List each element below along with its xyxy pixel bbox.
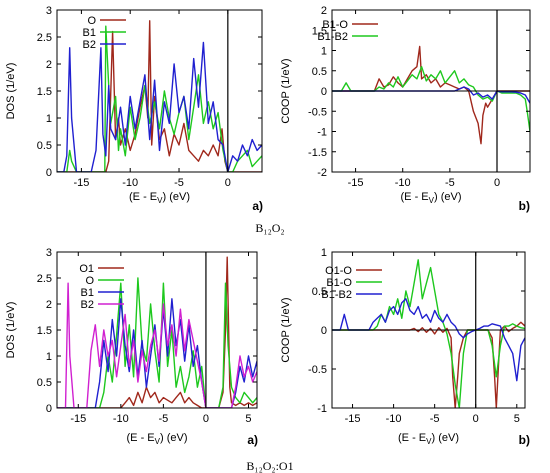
y-tick-label: 0 <box>46 167 52 179</box>
bottom-caption: B₁₂O₂:O1 <box>246 459 293 473</box>
x-tick-label: -15 <box>348 177 364 189</box>
y-tick-label: 1 <box>321 247 327 259</box>
y-tick-label: -1 <box>317 127 327 139</box>
top-caption: B₁₂O₂ <box>255 221 284 235</box>
legend-label: O <box>87 15 96 27</box>
y-axis-label: DOS (1/eV) <box>5 302 17 359</box>
x-tick-label: -15 <box>345 413 361 425</box>
y-tick-label: 1.5 <box>312 25 327 37</box>
x-tick-label: -10 <box>386 413 402 425</box>
legend-label: O1 <box>79 263 94 275</box>
x-tick-label: -10 <box>122 177 138 189</box>
y-tick-label: 1 <box>46 351 52 363</box>
legend-label: B1 <box>81 287 94 299</box>
series-line-b2 <box>57 41 262 172</box>
y-tick-label: 1.5 <box>37 86 52 98</box>
y-tick-label: -0.5 <box>308 106 327 118</box>
y-tick-label: 2 <box>321 5 327 17</box>
x-tick-label: 0 <box>494 177 500 189</box>
chart-panel-3: -1 -0.5 0 0.5 1 -15 -10 -5 0 5 COOP (1/eV) (E - EV)… <box>280 247 530 447</box>
x-axis-label: (E - EV) (eV) <box>401 191 462 205</box>
y-axis-label: COOP (1/eV) <box>280 58 292 123</box>
series-line-b2 <box>57 282 257 408</box>
y-tick-label: -1 <box>317 403 327 415</box>
x-axis-label: (E - EV) (eV) <box>129 191 190 205</box>
x-tick-label: -15 <box>73 177 89 189</box>
legend-label: B1 <box>83 27 96 39</box>
x-tick-label: 0 <box>203 413 209 425</box>
series-line-b1-b2 <box>332 298 525 382</box>
legend-label: B2 <box>83 39 96 51</box>
y-tick-label: 2.5 <box>37 273 52 285</box>
y-tick-label: 1 <box>321 46 327 58</box>
y-tick-label: -1.5 <box>308 147 327 159</box>
series-line-b1 <box>57 25 262 172</box>
x-tick-label: -5 <box>174 177 184 189</box>
x-tick-label: -5 <box>430 413 440 425</box>
x-axis-label: (E - EV) (eV) <box>398 432 459 446</box>
panel-label: b) <box>519 199 530 213</box>
x-axis-label: (E - EV) (eV) <box>127 432 188 446</box>
series-line-unnamed-2 <box>332 86 530 104</box>
chart-panel-2: 0 0.5 1 1.5 2 2.5 3 -15 -10 -5 0 5 DOS (1/eV) (E - EV… <box>5 247 258 447</box>
y-tick-label: 1 <box>46 113 52 125</box>
y-tick-label: 2 <box>46 59 52 71</box>
y-axis-label: COOP (1/eV) <box>280 297 292 362</box>
y-tick-label: 0 <box>46 403 52 415</box>
y-tick-label: 3 <box>46 247 52 259</box>
panel-label: a) <box>252 199 263 213</box>
panel-label: a) <box>247 433 258 447</box>
y-tick-label: 0.5 <box>37 140 52 152</box>
x-tick-label: 0 <box>473 413 479 425</box>
y-tick-label: 0 <box>321 86 327 98</box>
x-tick-label: 0 <box>225 177 231 189</box>
legend-label: B2 <box>81 299 94 311</box>
y-tick-label: 0.5 <box>312 286 327 298</box>
y-axis-label: DOS (1/eV) <box>5 63 17 120</box>
x-tick-label: -5 <box>158 413 168 425</box>
chart-panel-0: 0 0.5 1 1.5 2 2.5 3 -15 -10 -5 0 DOS (1/eV) (E - EV)… <box>5 5 263 213</box>
series-line-o1-o <box>332 321 525 408</box>
x-tick-label: -10 <box>113 413 129 425</box>
legend-label: B1-O <box>326 277 352 289</box>
y-tick-label: 0 <box>321 325 327 337</box>
legend-label: O1-O <box>325 265 352 277</box>
legend-label: B1-O <box>322 19 348 31</box>
y-tick-label: -0.5 <box>308 364 327 376</box>
series-line-b1-o <box>332 45 530 145</box>
y-tick-label: -2 <box>317 167 327 179</box>
x-tick-label: -10 <box>395 177 411 189</box>
series-line-b1 <box>57 298 257 408</box>
y-tick-label: 0.5 <box>37 377 52 389</box>
y-tick-label: 1.5 <box>37 325 52 337</box>
x-tick-label: 5 <box>514 413 520 425</box>
y-tick-label: 3 <box>46 5 52 17</box>
legend-label: O <box>85 275 94 287</box>
series-line-b1-b2 <box>332 65 530 132</box>
y-tick-label: 2.5 <box>37 32 52 44</box>
panel-label: b) <box>519 433 530 447</box>
legend-label: B1-B2 <box>321 289 352 301</box>
legend-label: B1-B2 <box>317 31 348 43</box>
x-tick-label: 5 <box>245 413 251 425</box>
x-tick-label: -15 <box>70 413 86 425</box>
x-tick-label: -5 <box>445 177 455 189</box>
y-tick-label: 2 <box>46 299 52 311</box>
y-tick-label: 0.5 <box>312 66 327 78</box>
chart-panel-1: -2 -1.5 -1 -0.5 0 0.5 1 1.5 2 -15 -10 -5 0 COOP (1/eV… <box>280 5 531 213</box>
